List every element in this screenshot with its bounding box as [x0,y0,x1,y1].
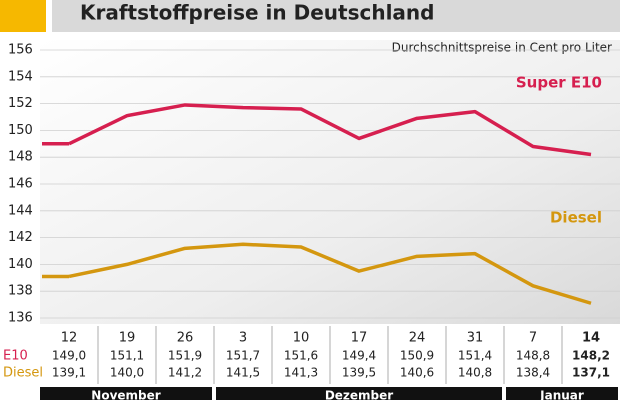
value-label: 141,3 [284,366,318,380]
plot-area [40,40,620,324]
title-marker [0,0,46,32]
value-label: 148,2 [572,349,610,363]
x-tick-label: 26 [177,331,194,346]
value-label: 150,9 [400,349,434,363]
value-label: 151,4 [458,349,492,363]
x-tick-label: 31 [467,331,484,346]
value-label: 140,0 [110,366,144,380]
month-bar [506,387,618,400]
x-tick-label: 10 [293,331,310,346]
series-line [68,242,592,305]
y-tick-label: 146 [8,177,33,192]
y-tick-label: 144 [8,203,33,218]
y-tick-label: 148 [8,150,33,165]
subtitle: Durchschnittspreise in Cent pro Liter [392,41,612,55]
y-tick-label: 136 [8,311,33,326]
month-label: November [91,389,160,400]
x-tick-label: 3 [239,331,247,346]
value-label: 139,1 [52,366,86,380]
title-bar [52,0,620,32]
value-label: 137,1 [572,366,610,380]
x-tick-label: 12 [61,331,78,346]
month-bar [40,387,212,400]
y-tick-label: 152 [8,96,33,111]
value-label: 151,6 [284,349,318,363]
month-label: Dezember [325,389,393,400]
value-label: 139,5 [342,366,376,380]
x-tick-label: 7 [529,331,537,346]
value-label: 141,5 [226,366,260,380]
series-line [68,103,592,157]
y-tick-label: 150 [8,123,33,138]
y-tick-label: 142 [8,230,33,245]
x-tick-label: 17 [351,331,368,346]
x-tick-label: 24 [409,331,426,346]
value-label: 148,8 [516,349,550,363]
y-tick-label: 156 [8,43,33,58]
y-tick-label: 138 [8,284,33,299]
month-label: Januar [539,389,584,400]
chart-title: Kraftstoffpreise in Deutschland [80,1,434,25]
value-label: 149,4 [342,349,376,363]
x-tick-label: 19 [119,331,136,346]
row-label: E10 [3,349,28,364]
value-label: 151,1 [110,349,144,363]
x-tick-label: 14 [582,331,600,346]
value-label: 138,4 [516,366,550,380]
y-tick-label: 140 [8,257,33,272]
value-label: 140,8 [458,366,492,380]
row-label: Diesel [3,366,43,381]
month-bar [216,387,502,400]
value-label: 151,7 [226,349,260,363]
value-label: 140,6 [400,366,434,380]
legend-label: Diesel [550,209,602,227]
y-tick-label: 154 [8,69,33,84]
value-label: 141,2 [168,366,202,380]
value-label: 151,9 [168,349,202,363]
value-label: 149,0 [52,349,86,363]
legend-label: Super E10 [516,74,602,92]
